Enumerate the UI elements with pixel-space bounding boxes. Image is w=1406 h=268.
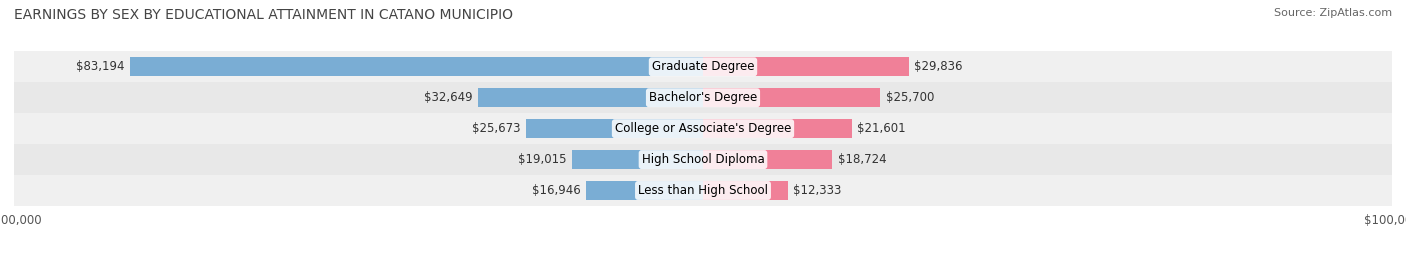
Text: $12,333: $12,333 bbox=[793, 184, 842, 197]
Text: $29,836: $29,836 bbox=[914, 60, 963, 73]
Text: Bachelor's Degree: Bachelor's Degree bbox=[650, 91, 756, 104]
Bar bbox=[703, 181, 787, 200]
Text: High School Diploma: High School Diploma bbox=[641, 153, 765, 166]
Text: Source: ZipAtlas.com: Source: ZipAtlas.com bbox=[1274, 8, 1392, 18]
Bar bbox=[478, 88, 703, 107]
Text: $25,700: $25,700 bbox=[886, 91, 934, 104]
Text: $16,946: $16,946 bbox=[531, 184, 581, 197]
Bar bbox=[14, 144, 1392, 175]
Bar bbox=[14, 113, 1392, 144]
Text: $83,194: $83,194 bbox=[76, 60, 124, 73]
Text: $18,724: $18,724 bbox=[838, 153, 886, 166]
Bar bbox=[703, 150, 832, 169]
Bar bbox=[129, 57, 703, 76]
Text: $32,649: $32,649 bbox=[425, 91, 472, 104]
Text: $25,673: $25,673 bbox=[472, 122, 520, 135]
Bar bbox=[703, 57, 908, 76]
Bar bbox=[14, 82, 1392, 113]
Bar bbox=[586, 181, 703, 200]
Text: EARNINGS BY SEX BY EDUCATIONAL ATTAINMENT IN CATANO MUNICIPIO: EARNINGS BY SEX BY EDUCATIONAL ATTAINMEN… bbox=[14, 8, 513, 22]
Bar bbox=[703, 119, 852, 138]
Text: Less than High School: Less than High School bbox=[638, 184, 768, 197]
Text: $21,601: $21,601 bbox=[858, 122, 905, 135]
Legend: Male, Female: Male, Female bbox=[637, 264, 769, 268]
Text: $19,015: $19,015 bbox=[517, 153, 567, 166]
Text: Graduate Degree: Graduate Degree bbox=[652, 60, 754, 73]
Bar bbox=[14, 175, 1392, 206]
Bar bbox=[14, 51, 1392, 82]
Text: College or Associate's Degree: College or Associate's Degree bbox=[614, 122, 792, 135]
Bar bbox=[703, 88, 880, 107]
Bar bbox=[572, 150, 703, 169]
Bar bbox=[526, 119, 703, 138]
